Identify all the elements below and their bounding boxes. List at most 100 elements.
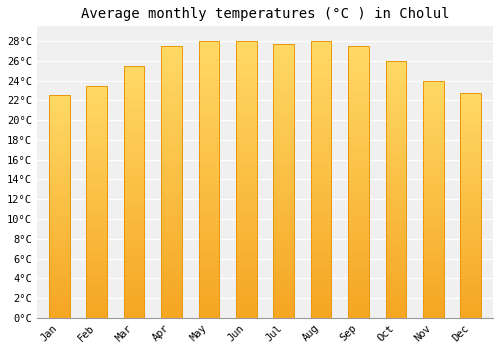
Bar — [348, 240, 368, 243]
Bar — [348, 186, 368, 189]
Bar — [460, 169, 481, 172]
Bar — [423, 184, 444, 187]
Bar — [386, 74, 406, 77]
Bar — [423, 80, 444, 84]
Bar — [198, 79, 219, 83]
Bar — [236, 41, 256, 318]
Bar — [161, 77, 182, 80]
Bar — [236, 294, 256, 297]
Bar — [86, 86, 107, 318]
Bar — [236, 187, 256, 190]
Bar — [236, 148, 256, 152]
Bar — [124, 170, 144, 173]
Bar — [198, 197, 219, 200]
Bar — [460, 290, 481, 293]
Bar — [348, 189, 368, 192]
Bar — [460, 225, 481, 228]
Bar — [423, 131, 444, 134]
Bar — [310, 65, 332, 69]
Bar — [348, 196, 368, 199]
Bar — [124, 239, 144, 242]
Bar — [310, 162, 332, 166]
Bar — [348, 141, 368, 145]
Bar — [49, 287, 70, 290]
Bar — [274, 130, 294, 133]
Bar — [161, 280, 182, 284]
Bar — [423, 187, 444, 190]
Bar — [198, 242, 219, 245]
Bar — [310, 114, 332, 117]
Bar — [236, 173, 256, 176]
Bar — [348, 165, 368, 168]
Bar — [310, 290, 332, 294]
Bar — [86, 268, 107, 271]
Bar — [198, 276, 219, 280]
Bar — [386, 96, 406, 99]
Bar — [236, 218, 256, 221]
Bar — [386, 234, 406, 238]
Bar — [274, 160, 294, 164]
Bar — [348, 114, 368, 117]
Bar — [236, 248, 256, 252]
Bar — [274, 280, 294, 284]
Bar — [274, 54, 294, 58]
Bar — [386, 112, 406, 116]
Bar — [236, 107, 256, 110]
Bar — [161, 196, 182, 199]
Bar — [460, 155, 481, 158]
Bar — [310, 155, 332, 159]
Bar — [236, 55, 256, 58]
Bar — [49, 154, 70, 157]
Bar — [423, 265, 444, 267]
Bar — [86, 199, 107, 202]
Bar — [236, 242, 256, 245]
Bar — [124, 138, 144, 141]
Bar — [161, 270, 182, 274]
Bar — [161, 219, 182, 223]
Bar — [198, 180, 219, 183]
Bar — [274, 287, 294, 290]
Bar — [348, 49, 368, 53]
Bar — [310, 245, 332, 248]
Bar — [423, 110, 444, 113]
Bar — [274, 253, 294, 256]
Bar — [124, 198, 144, 201]
Bar — [49, 198, 70, 201]
Bar — [274, 136, 294, 140]
Bar — [310, 287, 332, 290]
Bar — [198, 76, 219, 79]
Bar — [198, 214, 219, 218]
Bar — [460, 267, 481, 270]
Bar — [124, 296, 144, 299]
Bar — [348, 202, 368, 206]
Bar — [86, 181, 107, 184]
Bar — [198, 224, 219, 228]
Bar — [49, 146, 70, 148]
Bar — [460, 138, 481, 141]
Bar — [49, 262, 70, 265]
Bar — [274, 208, 294, 212]
Bar — [310, 256, 332, 259]
Bar — [86, 118, 107, 120]
Bar — [86, 112, 107, 114]
Bar — [86, 144, 107, 147]
Bar — [460, 220, 481, 223]
Bar — [86, 152, 107, 155]
Bar — [49, 232, 70, 235]
Bar — [310, 204, 332, 207]
Bar — [310, 44, 332, 48]
Bar — [49, 234, 70, 237]
Bar — [310, 72, 332, 76]
Bar — [274, 119, 294, 123]
Bar — [310, 270, 332, 273]
Bar — [423, 297, 444, 300]
Bar — [386, 183, 406, 186]
Bar — [348, 152, 368, 155]
Bar — [236, 245, 256, 248]
Bar — [161, 304, 182, 308]
Bar — [236, 155, 256, 159]
Bar — [310, 41, 332, 318]
Bar — [86, 298, 107, 300]
Bar — [49, 190, 70, 193]
Bar — [274, 284, 294, 287]
